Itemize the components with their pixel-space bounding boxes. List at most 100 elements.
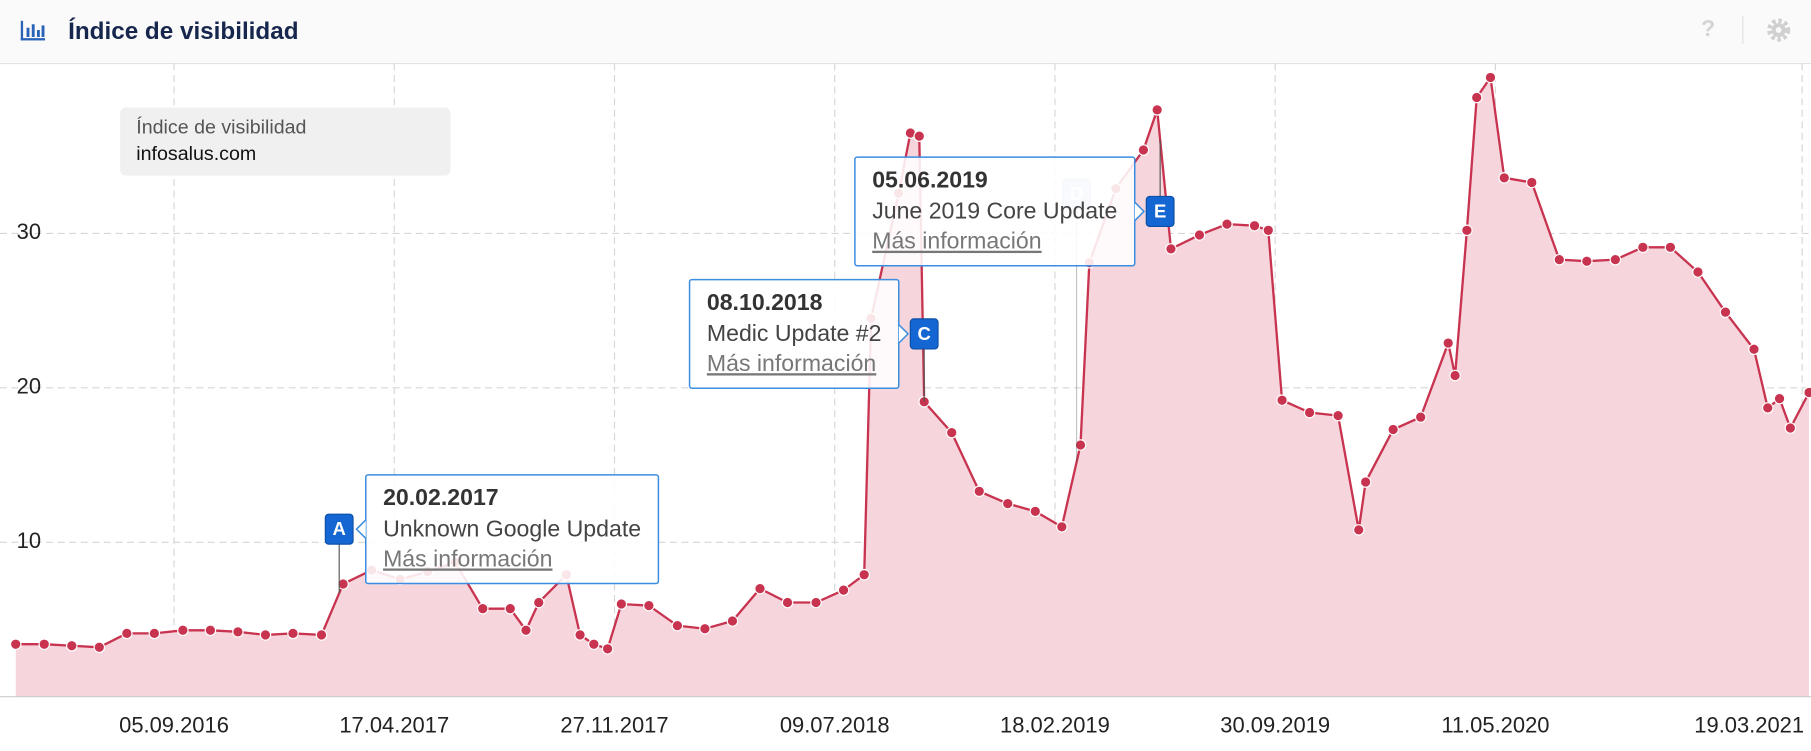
x-tick-label: 11.05.2020 — [1441, 713, 1549, 738]
plot: 10 20 30 05.09.2016 17.04.2017 27.11.2017 09.0… — [0, 63, 1811, 738]
annotation-letter: C — [918, 323, 931, 344]
data-point — [1193, 229, 1206, 241]
data-point — [476, 602, 489, 615]
tooltip-text: Unknown Google Update — [383, 515, 641, 541]
tooltip-arrow — [1134, 201, 1146, 222]
tooltip-text: June 2019 Core Update — [872, 198, 1117, 224]
data-point — [1151, 104, 1163, 116]
data-point — [533, 596, 545, 609]
data-point — [1303, 406, 1316, 419]
data-point — [1029, 505, 1042, 518]
data-point — [287, 627, 299, 640]
data-point — [588, 638, 600, 650]
data-point — [1692, 266, 1704, 278]
tooltip-arrow — [355, 519, 367, 539]
x-tick-label: 17.04.2017 — [339, 713, 449, 738]
x-tick-label: 18.02.2019 — [1000, 713, 1110, 738]
data-point — [837, 584, 850, 596]
data-point — [9, 638, 22, 650]
data-point — [1773, 392, 1786, 405]
annotation-marker — [1145, 195, 1175, 228]
y-tick-label: 20 — [17, 374, 41, 399]
data-point — [1449, 369, 1461, 382]
tooltip: 20.02.2017 Unknown Google Update Más infor… — [355, 474, 660, 585]
data-point — [121, 627, 133, 640]
tooltip-date: 05.06.2019 — [872, 167, 988, 193]
data-point — [913, 130, 926, 142]
data-point — [259, 629, 272, 641]
data-point — [781, 596, 794, 609]
data-point — [858, 568, 870, 581]
data-point — [1484, 71, 1497, 84]
data-point — [1526, 176, 1538, 189]
data-point — [520, 624, 532, 637]
data-point — [1276, 394, 1288, 406]
settings-button[interactable] — [1767, 18, 1791, 42]
x-tick-label: 27.11.2017 — [560, 713, 668, 738]
tooltip-arrow — [898, 324, 910, 344]
tooltip-link[interactable]: Más información — [872, 228, 1041, 254]
data-point — [699, 622, 711, 635]
data-point — [1637, 241, 1649, 254]
data-point — [38, 638, 51, 650]
data-point — [1262, 224, 1275, 237]
data-point — [177, 624, 189, 637]
tooltip-date: 20.02.2017 — [383, 484, 499, 510]
tooltip: 08.10.2018 Medic Update #2 Más información — [688, 278, 910, 389]
data-point — [1719, 306, 1732, 318]
data-point — [337, 578, 349, 590]
data-point — [1137, 144, 1150, 156]
header-bar — [0, 0, 1811, 64]
data-point — [945, 426, 958, 439]
area — [15, 77, 1810, 697]
data-point — [148, 627, 161, 640]
y-tick-label: 30 — [17, 219, 41, 244]
data-point — [1442, 337, 1454, 349]
x-tick-label: 19.03.2021 — [1694, 713, 1804, 738]
annotation: C — [909, 318, 939, 402]
data-point — [504, 602, 517, 615]
data-point — [1761, 402, 1774, 414]
header-title: Índice de visibilidad — [68, 17, 298, 45]
data-point — [601, 643, 614, 655]
annotation: E — [1145, 139, 1175, 228]
data-point — [643, 599, 655, 612]
data-point — [65, 639, 78, 652]
data-point — [726, 615, 739, 627]
data-point — [754, 582, 766, 595]
data-point — [671, 619, 684, 632]
tooltip-date: 08.10.2018 — [707, 289, 823, 315]
data-point — [1248, 219, 1261, 232]
data-point — [1784, 422, 1797, 434]
data-point — [574, 629, 586, 641]
data-point — [1359, 476, 1372, 488]
legend-series: infosalus.com — [136, 143, 256, 165]
data-point — [973, 485, 986, 498]
data-point — [1470, 91, 1483, 104]
tooltip-link[interactable]: Más información — [383, 545, 552, 571]
data-point — [1332, 409, 1344, 422]
annotation: A — [324, 513, 354, 594]
y-tick-label: 10 — [17, 528, 41, 553]
help-button[interactable]: ? — [1701, 15, 1715, 41]
data-point — [615, 598, 628, 610]
tooltip-link[interactable]: Más información — [707, 350, 876, 376]
data-point — [1352, 524, 1365, 536]
data-point — [1165, 243, 1177, 255]
data-point — [1664, 241, 1677, 254]
legend-title: Índice de visibilidad — [136, 115, 306, 138]
data-point — [1581, 255, 1593, 267]
data-point — [1001, 497, 1014, 510]
data-point — [1221, 218, 1233, 230]
annotation-letter: A — [333, 518, 346, 539]
data-point — [232, 626, 244, 638]
data-point — [315, 629, 328, 641]
tooltip-text: Medic Update #2 — [707, 320, 882, 346]
x-tick-label: 30.09.2019 — [1220, 713, 1330, 738]
data-point — [1803, 386, 1811, 399]
data-point — [1748, 343, 1760, 356]
data-point — [1387, 423, 1399, 436]
chart-icon — [20, 20, 46, 41]
data-point — [1609, 253, 1622, 266]
data-point — [93, 641, 106, 654]
